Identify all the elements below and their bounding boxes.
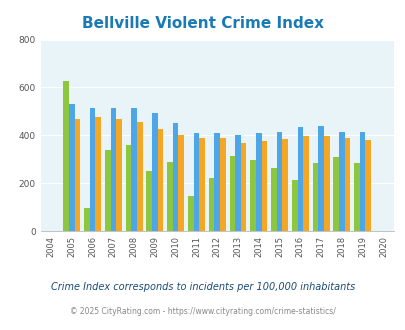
Bar bbox=[240, 143, 246, 231]
Bar bbox=[276, 132, 281, 231]
Bar bbox=[104, 150, 110, 231]
Bar bbox=[359, 132, 364, 231]
Bar bbox=[84, 208, 90, 231]
Bar bbox=[333, 157, 338, 231]
Bar bbox=[173, 123, 178, 231]
Bar bbox=[157, 129, 163, 231]
Text: Bellville Violent Crime Index: Bellville Violent Crime Index bbox=[82, 16, 323, 31]
Bar bbox=[95, 117, 101, 231]
Bar bbox=[338, 132, 344, 231]
Bar bbox=[110, 108, 116, 231]
Bar bbox=[131, 108, 136, 231]
Bar bbox=[220, 138, 225, 231]
Bar bbox=[178, 135, 183, 231]
Bar bbox=[152, 113, 157, 231]
Bar bbox=[291, 180, 297, 231]
Bar bbox=[255, 133, 261, 231]
Bar bbox=[116, 119, 121, 231]
Text: Crime Index corresponds to incidents per 100,000 inhabitants: Crime Index corresponds to incidents per… bbox=[51, 282, 354, 292]
Bar bbox=[250, 160, 255, 231]
Bar bbox=[188, 196, 193, 231]
Bar bbox=[318, 126, 323, 231]
Bar bbox=[193, 133, 199, 231]
Bar bbox=[303, 136, 308, 231]
Bar bbox=[126, 145, 131, 231]
Bar bbox=[146, 171, 152, 231]
Bar bbox=[354, 163, 359, 231]
Text: © 2025 CityRating.com - https://www.cityrating.com/crime-statistics/: © 2025 CityRating.com - https://www.city… bbox=[70, 307, 335, 315]
Bar bbox=[312, 163, 318, 231]
Bar bbox=[167, 162, 173, 231]
Bar bbox=[364, 140, 370, 231]
Bar bbox=[199, 138, 205, 231]
Bar bbox=[323, 136, 329, 231]
Bar bbox=[90, 108, 95, 231]
Bar bbox=[261, 141, 266, 231]
Bar bbox=[214, 133, 220, 231]
Bar bbox=[136, 122, 142, 231]
Bar bbox=[208, 178, 214, 231]
Bar bbox=[63, 82, 69, 231]
Bar bbox=[229, 156, 234, 231]
Bar bbox=[281, 139, 287, 231]
Bar bbox=[297, 127, 303, 231]
Bar bbox=[234, 135, 240, 231]
Bar bbox=[344, 138, 350, 231]
Bar bbox=[75, 119, 80, 231]
Bar bbox=[69, 104, 75, 231]
Bar bbox=[271, 168, 276, 231]
